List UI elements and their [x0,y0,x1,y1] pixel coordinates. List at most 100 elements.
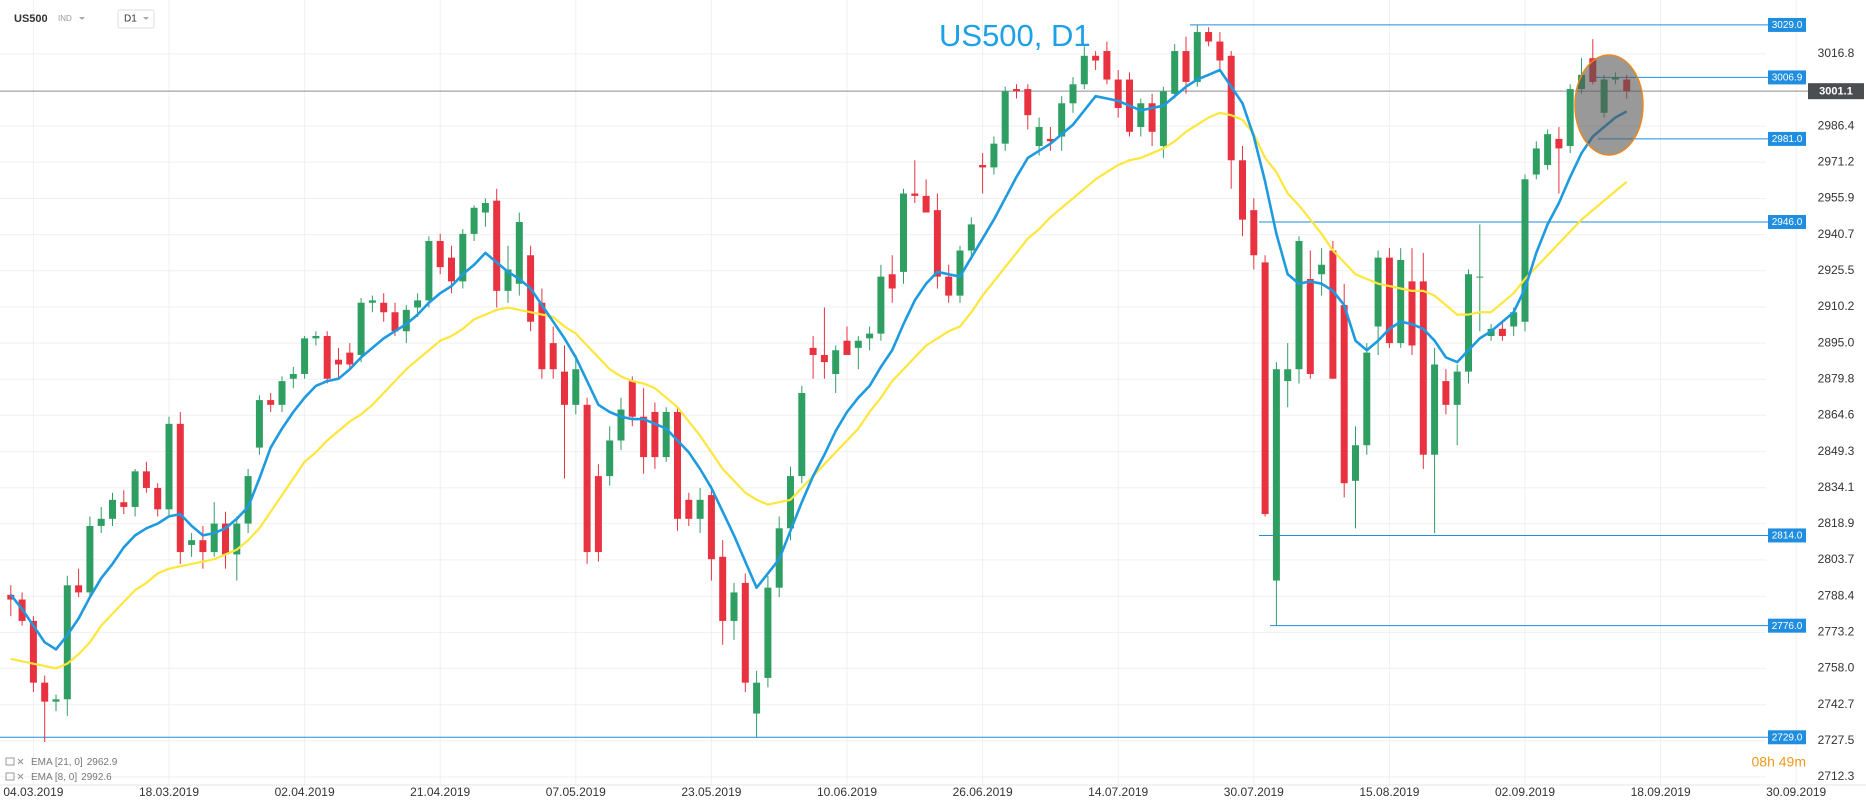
candle-body [515,222,523,284]
level-tag [1768,618,1806,633]
candle-body [1340,305,1348,484]
candle-body [877,276,885,334]
candle-body [707,495,715,560]
candle-body [888,274,896,289]
symbol[interactable]: US500 [14,13,48,25]
candle-body [323,335,331,379]
candle-body [685,499,693,519]
countdown: 08h 49m [1752,754,1806,770]
interval[interactable]: D1 [124,14,137,25]
candle-body [368,300,376,303]
candle-body [301,338,309,374]
candle-body [809,347,817,355]
x-tick-label: 21.04.2019 [410,785,470,799]
legend-value: 2992.6 [81,772,112,783]
y-tick-label: 2971.2 [1818,154,1855,168]
level-tag [1768,70,1806,85]
candle-body [798,392,806,477]
candle-body [1046,138,1054,142]
candle-body [493,200,501,291]
y-tick-label: 2742.7 [1818,697,1855,711]
x-tick-label: 02.04.2019 [275,785,335,799]
candle-body [640,416,648,458]
level-tag [1768,215,1806,230]
candle-body [470,207,478,234]
candle-body [990,143,998,168]
candle-body [1024,89,1032,116]
candle-body [719,556,727,621]
candle-body [1272,369,1280,581]
candle-body [549,343,557,370]
y-tick-label: 2727.5 [1818,733,1855,747]
x-tick-label: 14.07.2019 [1088,785,1148,799]
candle-body [176,423,184,553]
candle-body [1318,264,1326,275]
candle-body [233,523,241,555]
candle-body [753,682,761,714]
candle-body [787,476,794,529]
y-tick-label: 2834.1 [1818,480,1855,494]
y-tick-label: 3016.8 [1818,46,1855,60]
y-tick-label: 2712.3 [1818,769,1855,783]
y-tick-label: 2803.7 [1818,552,1855,566]
candle-body [617,409,625,441]
candle-body [662,411,670,458]
candle-body [933,210,941,277]
candle-body [1442,381,1450,405]
candle-body [436,241,444,268]
legend-close [17,758,24,765]
y-tick-label: 2910.2 [1818,299,1855,313]
candle-body [854,340,862,348]
x-tick-label: 15.08.2019 [1359,785,1419,799]
legend-entry: EMA [8, 0] 2992.6 [31,772,112,783]
grid [0,0,1797,785]
candle-body [1453,371,1461,405]
y-tick-label: 2879.8 [1818,371,1855,385]
candle-body [583,404,591,553]
candle-body [956,250,964,296]
candle-body [1013,89,1020,92]
candle-body [651,411,659,458]
candle-body [312,335,320,339]
x-tick-label: 30.07.2019 [1224,785,1284,799]
levels: 3029.0 3006.9 2981.0 2946.0 2814.0 2776.0 2729… [0,17,1808,745]
candle-body [1498,328,1506,336]
candle-body [244,476,252,524]
candle-body [674,411,681,519]
candle-body [1193,32,1201,82]
toolbar: US500 IND D1 [14,9,155,29]
candle-body [1092,55,1100,61]
candle-body [448,257,455,282]
interval-box[interactable] [117,9,155,29]
candle-body [481,203,489,213]
candle-body [7,594,15,600]
candle-body [1329,250,1337,379]
candle-body [52,699,60,702]
candle-body [1544,134,1552,166]
candle-body [1216,41,1224,61]
candle-body [945,276,953,296]
candle-body [911,193,919,196]
axes: 3016.8 2986.4 2971.2 2955.9 2940.7 2925.5 2910… [0,46,1866,799]
market[interactable]: IND [58,14,72,23]
y-tick-label: 2864.6 [1818,407,1855,421]
candle-body [730,592,738,621]
candle-body [142,471,150,488]
candle-body [346,352,354,365]
x-tick-label: 07.05.2019 [546,785,606,799]
candle-body [222,523,229,555]
y-tick-label: 2925.5 [1818,263,1855,277]
legend-name: EMA [21, 0] [31,757,83,768]
x-tick-label: 02.09.2019 [1495,785,1555,799]
candle-body [1408,281,1416,346]
y-tick-label: 2818.9 [1818,516,1855,530]
candle-body [1306,279,1314,374]
level-tag-label: 2776.0 [1772,621,1803,632]
x-tick-label: 18.09.2019 [1631,785,1691,799]
candle-body [391,312,399,332]
candle-body [357,302,365,355]
level-tag [1768,17,1806,32]
